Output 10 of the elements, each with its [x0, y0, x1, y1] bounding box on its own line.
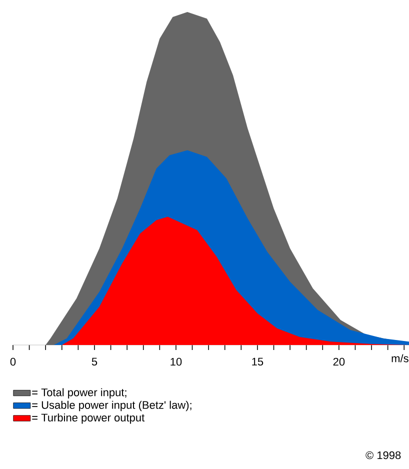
legend-label: = Total power input; — [32, 388, 126, 398]
x-tick-label: 0 — [10, 358, 16, 366]
text: © 1998 — [366, 451, 401, 460]
x-tick-label: 10 — [170, 358, 182, 366]
x-tick-label: 15 — [252, 358, 264, 366]
x-axis-title: m/s — [392, 354, 408, 362]
x-tick-label: 20 — [333, 358, 345, 366]
x-tick-label: 5 — [92, 358, 98, 366]
legend-label: = Usable power input (Betz' law); — [32, 400, 192, 412]
legend-label: = Turbine power output — [32, 413, 145, 424]
